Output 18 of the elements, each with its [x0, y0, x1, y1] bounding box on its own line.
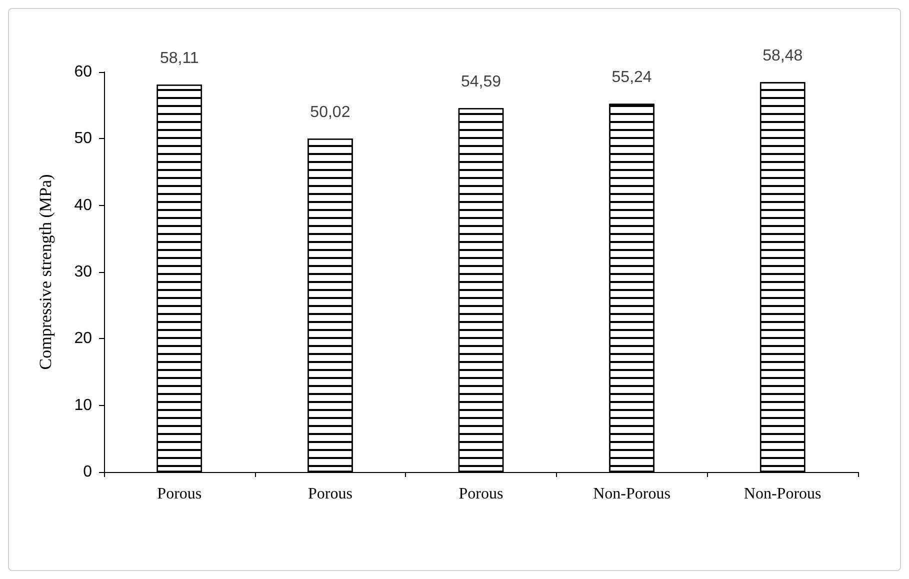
x-tick-label: Porous: [308, 486, 352, 502]
y-tick-label: 30: [74, 264, 92, 280]
y-tick-label: 20: [74, 330, 92, 348]
data-label: 54,59: [460, 74, 502, 91]
x-tick-label: Porous: [458, 486, 504, 502]
data-label: 50,02: [310, 104, 350, 122]
y-tick-label: 50: [74, 130, 92, 148]
y-tick-label: 60: [74, 64, 92, 80]
data-label: 58,48: [762, 48, 803, 65]
x-tick-label: Porous: [157, 486, 202, 502]
x-tick-label: Non-Porous: [593, 486, 670, 502]
y-tick-label: 40: [74, 196, 92, 214]
y-axis-title: Compressive strength (MPa): [36, 174, 55, 370]
y-tick-label: 0: [83, 464, 92, 480]
x-tick-label: Non-Porous: [744, 486, 822, 502]
data-label: 55,24: [612, 69, 652, 86]
y-tick-label: 10: [74, 396, 92, 414]
data-label: 58,11: [160, 50, 199, 68]
